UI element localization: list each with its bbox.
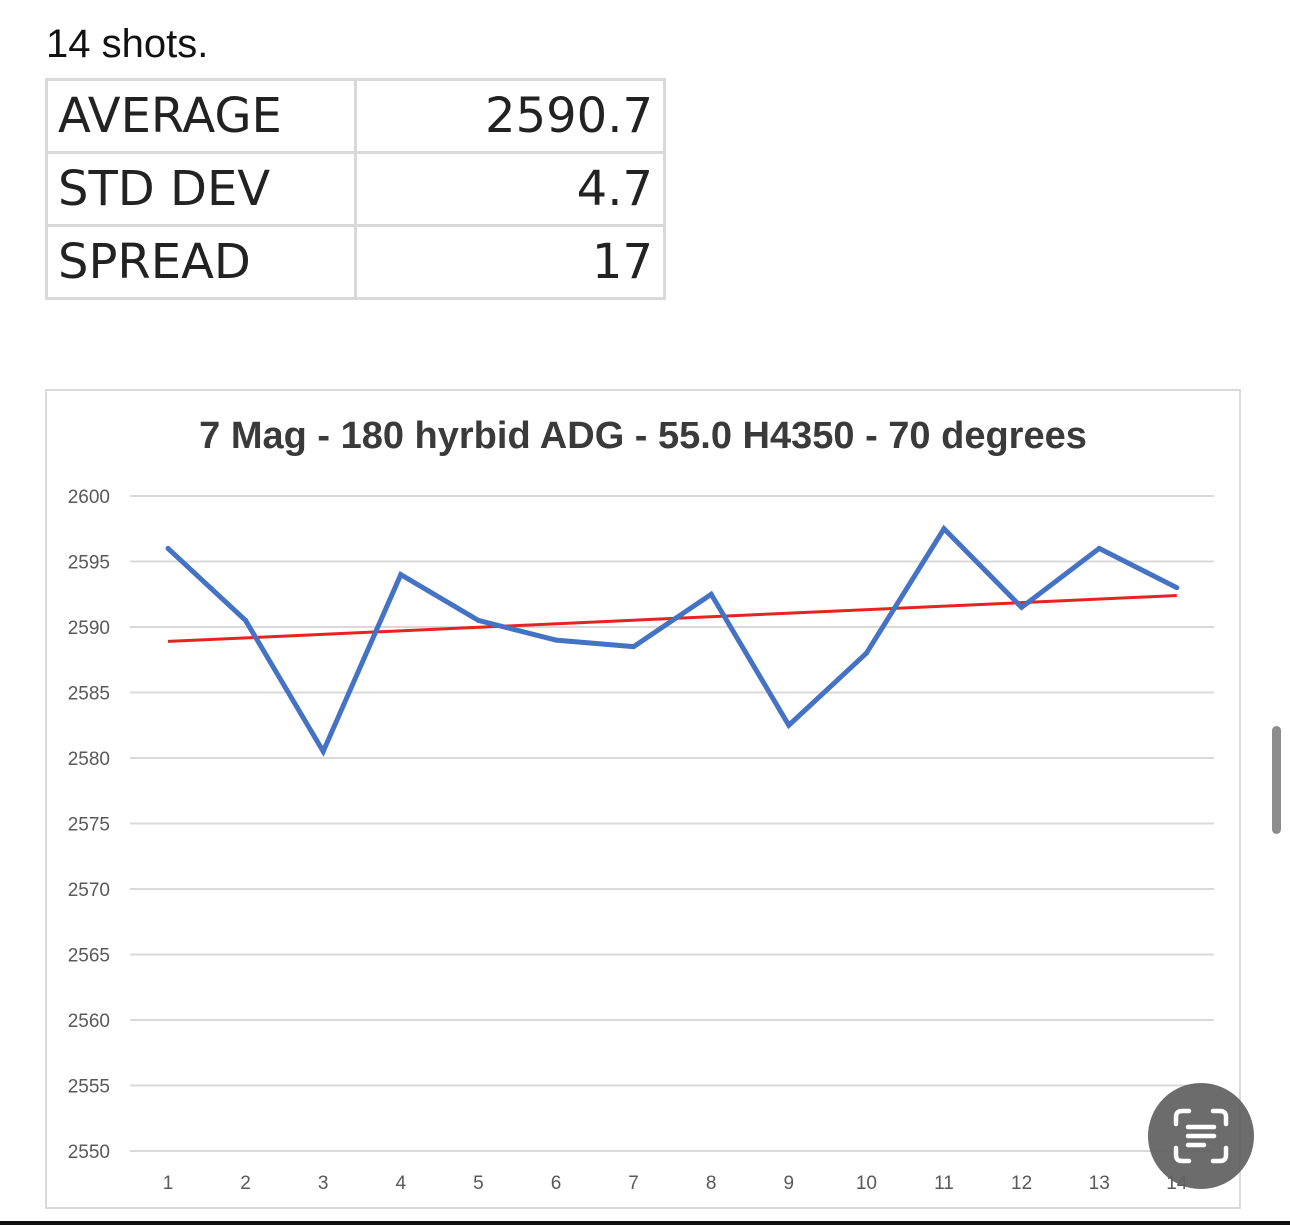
y-tick-label: 2560 — [68, 1011, 110, 1032]
x-tick-label: 9 — [784, 1173, 795, 1194]
stats-value: 2590.7 — [354, 78, 666, 154]
stats-label: SPREAD — [45, 224, 357, 300]
y-tick-label: 2585 — [68, 684, 110, 705]
data-point — [941, 526, 947, 532]
y-tick-label: 2595 — [68, 553, 110, 574]
data-point — [398, 572, 404, 578]
stats-label: AVERAGE — [45, 78, 357, 154]
data-point — [243, 617, 249, 623]
caption: 14 shots. — [46, 22, 209, 66]
stats-row-average: AVERAGE 2590.7 — [45, 78, 666, 154]
y-tick-label: 2550 — [68, 1142, 110, 1163]
x-tick-label: 12 — [1011, 1173, 1032, 1194]
y-tick-label: 2580 — [68, 749, 110, 770]
chart-frame — [45, 389, 1241, 1209]
x-tick-label: 8 — [706, 1173, 717, 1194]
bottom-divider — [0, 1221, 1290, 1225]
data-point — [320, 748, 326, 754]
x-tick-label: 13 — [1089, 1173, 1110, 1194]
stats-table: AVERAGE 2590.7 STD DEV 4.7 SPREAD 17 — [45, 78, 666, 300]
data-point — [786, 722, 792, 728]
x-tick-label: 4 — [396, 1173, 407, 1194]
data-point — [1174, 585, 1180, 591]
x-tick-label: 5 — [473, 1173, 484, 1194]
data-point — [165, 545, 171, 551]
y-tick-label: 2565 — [68, 946, 110, 967]
y-tick-label: 2590 — [68, 618, 110, 639]
data-point — [475, 617, 481, 623]
y-tick-label: 2555 — [68, 1077, 110, 1098]
x-tick-label: 10 — [856, 1173, 877, 1194]
stats-value: 4.7 — [354, 151, 666, 227]
x-tick-label: 7 — [628, 1173, 639, 1194]
stats-row-spread: SPREAD 17 — [45, 224, 666, 300]
series-line — [166, 524, 1178, 757]
live-text-scan-icon — [1173, 1108, 1229, 1164]
data-point — [1019, 604, 1025, 610]
y-tick-label: 2575 — [68, 815, 110, 836]
data-point — [553, 637, 559, 643]
data-point — [1096, 545, 1102, 551]
data-point — [708, 591, 714, 597]
x-tick-label: 6 — [551, 1173, 562, 1194]
x-tick-label: 3 — [318, 1173, 329, 1194]
stats-row-std-dev: STD DEV 4.7 — [45, 151, 666, 227]
stats-value: 17 — [354, 224, 666, 300]
y-tick-label: 2570 — [68, 880, 110, 901]
scrollbar[interactable] — [1272, 726, 1281, 834]
x-tick-label: 2 — [240, 1173, 251, 1194]
data-point — [631, 644, 637, 650]
x-tick-label: 11 — [934, 1173, 954, 1194]
live-text-scan-button[interactable] — [1148, 1083, 1254, 1189]
stats-label: STD DEV — [45, 151, 357, 227]
y-tick-label: 2600 — [68, 487, 110, 508]
x-tick-label: 1 — [163, 1173, 174, 1194]
data-point — [863, 650, 869, 656]
chart-title: 7 Mag - 180 hyrbid ADG - 55.0 H4350 - 70… — [199, 415, 1087, 457]
